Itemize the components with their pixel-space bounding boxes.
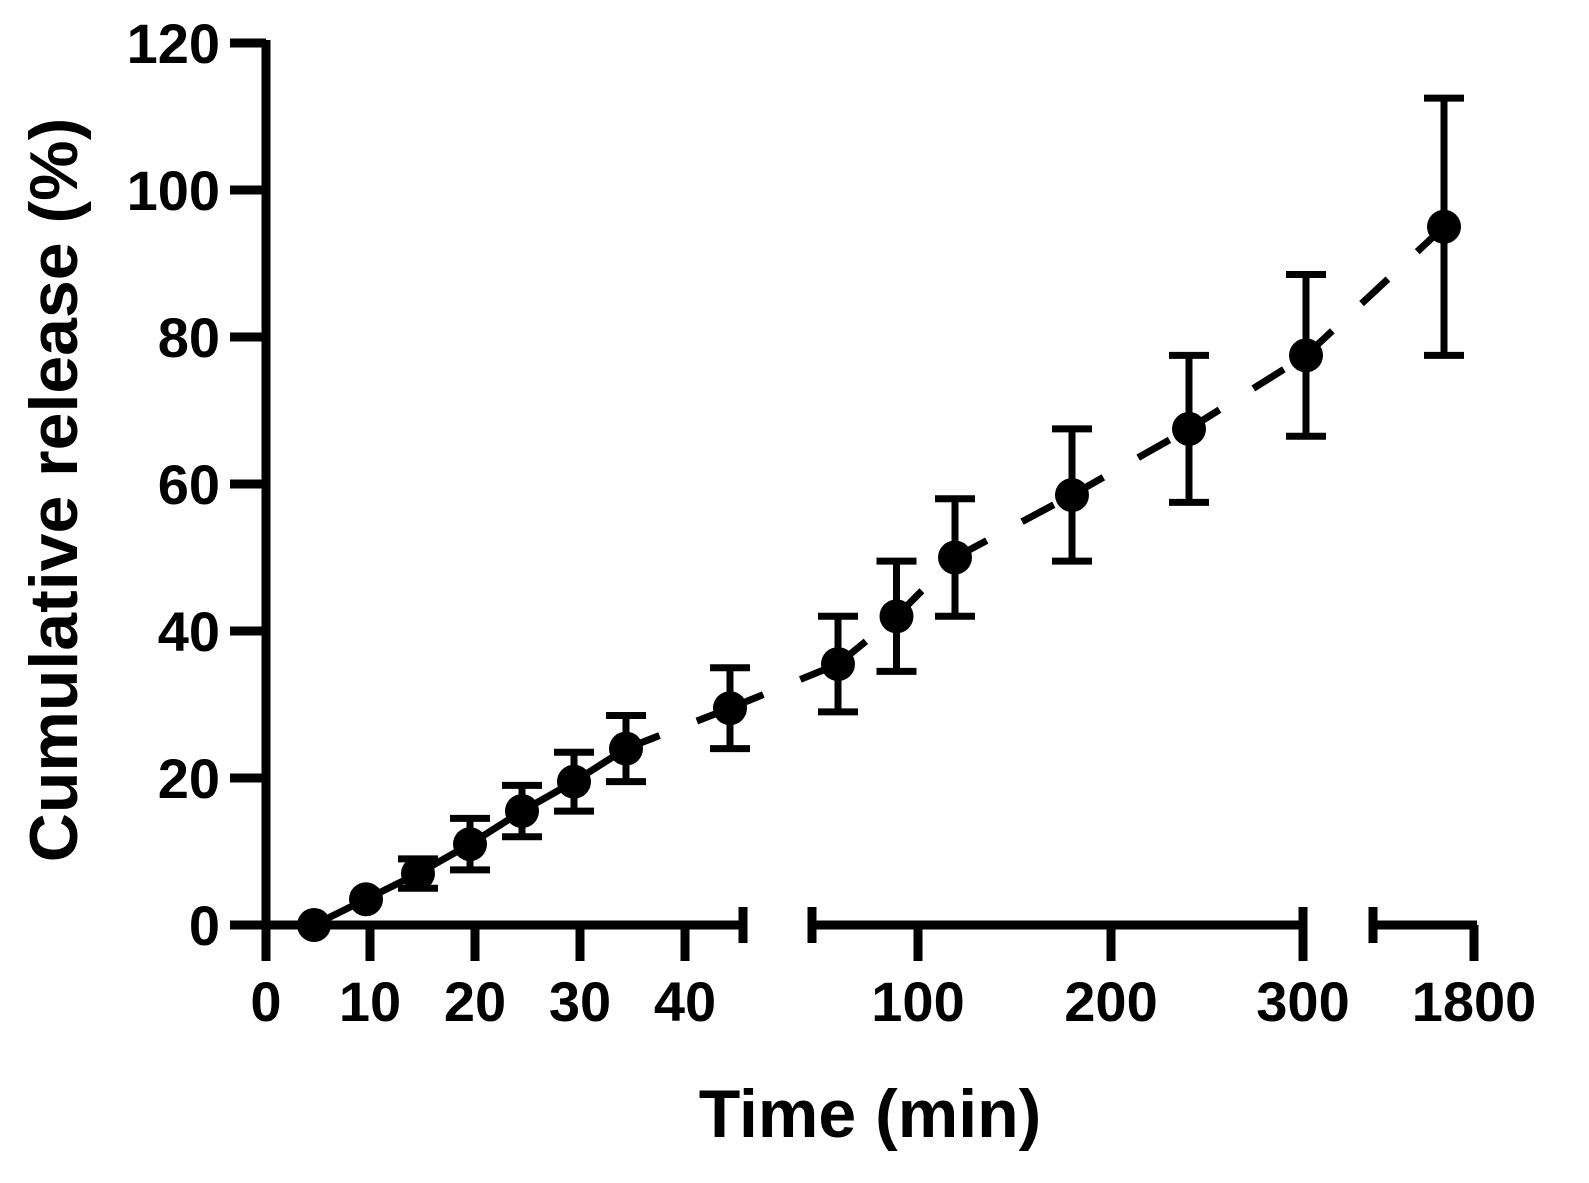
data-point [453,827,487,862]
tick-labels: 0 20 40 60 80 100 120 0 10 20 30 40 100 200 300 1800 [127,12,1537,1033]
data-point [1055,478,1089,513]
y-tick-label: 80 [158,306,220,369]
x-axis-title: Time (min) [699,1076,1042,1152]
data-point [349,882,383,917]
data-point [297,908,331,942]
y-tick-label: 100 [127,159,220,222]
y-tick-label: 40 [158,600,220,663]
data-point [1427,209,1461,244]
data-point [609,731,643,766]
dashed-segment [1187,352,1308,432]
data-point [821,647,855,682]
x-tick-label: 0 [250,970,281,1033]
x-tick-label: 200 [1064,970,1157,1033]
data-point [879,599,914,634]
y-axis-title: Cumulative release (%) [16,118,92,863]
data-point [938,540,972,575]
y-tick-label: 20 [158,747,220,810]
error-bars [398,94,1464,892]
y-tick-label: 120 [127,12,220,75]
data-point [1172,411,1206,446]
data-point [401,856,435,891]
data-point [713,691,747,726]
x-tick-label: 20 [444,970,506,1033]
y-tick-label: 0 [189,894,220,957]
x-tick-label: 40 [654,970,716,1033]
data-point [505,794,539,829]
dashed-segment [728,660,840,712]
data-point [1289,338,1323,373]
x-tick-label: 30 [549,970,611,1033]
x-tick-label: 10 [339,970,401,1033]
data-point [557,764,591,799]
axes [230,38,1479,961]
dashed-segment [953,491,1074,561]
y-tick-label: 60 [158,453,220,516]
x-tick-label: 1800 [1412,970,1537,1033]
dashed-segment [1303,224,1447,358]
dashed-segment [1070,425,1191,499]
dashed-segment [624,704,732,752]
x-tick-label: 300 [1256,970,1349,1033]
data-points [297,209,1461,942]
x-tick-label: 100 [871,970,964,1033]
